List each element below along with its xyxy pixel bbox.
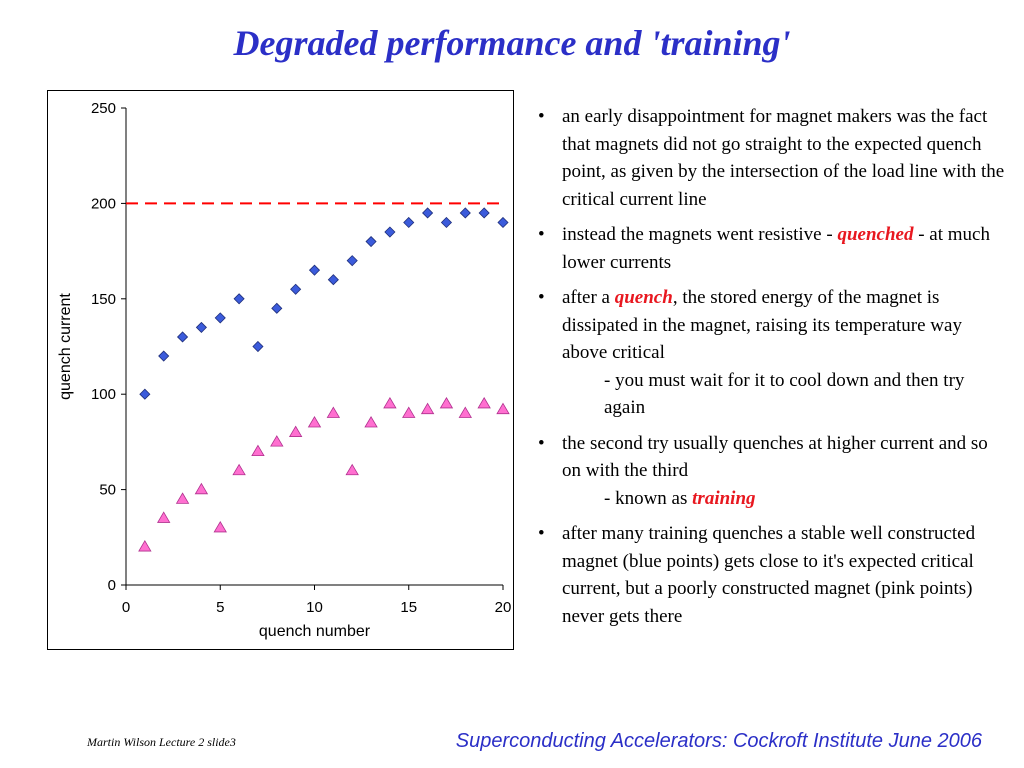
bullet-text: - at much lower currents [562,224,990,273]
bullet-dot: • [538,287,545,308]
blue-data-point [233,293,245,305]
emphasis-training: training [692,487,756,509]
bullet-text: the second try usually quenches at highe… [562,432,988,482]
pink-data-point [326,406,341,418]
pink-data-point [213,520,227,533]
pink-data-point [232,463,246,476]
bullet-text: after a [562,287,615,308]
y-tick-label: 50 [99,482,116,499]
bullet-dot: • [538,432,545,454]
blue-data-point [403,216,415,229]
blue-data-point [365,235,377,248]
pink-data-point [194,482,209,495]
bullet-text: after many training quenches a stable we… [562,523,976,627]
blue-data-point [252,340,264,353]
emphasis-quench: quench [614,287,673,308]
chart-frame: 0 50 100 150 200 250 0 5 10 15 20 quench number quen… [47,90,514,650]
y-tick-label: 250 [91,100,116,117]
slide-title: Degraded performance and 'training' [233,23,791,63]
y-tick-label: 150 [91,291,116,308]
x-tick-label: 15 [400,599,417,616]
blue-data-point [478,207,490,219]
pink-data-point [364,416,378,428]
blue-data-point [176,331,189,343]
y-tick-label: 100 [91,386,116,403]
emphasis-quenched: quenched [837,224,914,245]
blue-data-point [422,207,434,219]
pink-data-point [157,511,171,523]
pink-data-point [477,396,491,409]
blue-data-point [459,207,471,219]
y-tick-label: 200 [91,195,116,212]
bullet-subtext: - known as training [562,485,1006,513]
pink-data-point [496,402,510,415]
bullet-item-3: • after a quench, the stored energy of t… [536,284,1006,422]
pink-data-point [345,463,359,476]
blue-data-point [327,274,339,286]
x-tick-label: 20 [495,599,512,616]
footer-course: Superconducting Accelerators: Cockroft I… [455,730,982,752]
blue-data-point [346,255,358,267]
pink-data-point [458,406,472,418]
bullet-dot: • [538,523,545,544]
scatter-chart: 0 50 100 150 200 250 0 5 10 15 20 quench number quen… [57,100,512,640]
bullet-subtext: - you must wait for it to cool down and … [604,369,965,419]
blue-data-point [308,264,321,276]
y-axis-title: quench current [57,293,74,400]
x-tick-label: 0 [122,599,130,616]
pink-data-point [288,425,303,437]
blue-data-point [497,216,509,229]
blue-data-point [195,321,207,333]
bullet-dot: • [538,224,545,245]
pink-data-point [270,435,284,447]
x-axis-title: quench number [259,623,371,640]
pink-data-point [175,492,190,504]
blue-data-point [214,312,226,324]
pink-data-point [251,444,265,457]
x-tick-label: 5 [216,599,224,616]
blue-data-point [440,216,453,229]
bullet-text: an early disappointment for magnet maker… [562,106,1005,210]
bullet-text: instead the magnets went resistive - [562,224,838,245]
pink-data-point [439,396,454,409]
y-tick-label: 0 [108,577,116,594]
blue-data-point [290,283,302,295]
pink-data-point [307,416,322,428]
bullet-item-2: • instead the magnets went resistive - q… [536,221,1006,276]
bullet-text: , the stored energy of the magnet is dis… [562,287,962,363]
pink-data-point [138,540,152,552]
bullet-list: • an early disappointment for magnet mak… [536,103,1006,638]
blue-data-point [139,388,151,400]
x-tick-label: 10 [306,599,323,616]
pink-data-point [383,396,397,409]
bullet-item-4: • the second try usually quenches at hig… [536,430,1006,513]
bullet-item-1: • an early disappointment for magnet mak… [536,103,1006,213]
bullet-item-5: • after many training quenches a stable … [536,520,1006,630]
pink-data-point [402,406,416,418]
bullet-dot: • [538,106,545,127]
blue-data-point [271,302,283,314]
footer-author: Martin Wilson Lecture 2 slide3 [87,735,236,749]
bullet-subtext-prefix: - known as [604,487,693,509]
blue-data-point [384,226,396,238]
blue-data-point [158,350,170,362]
pink-data-point [420,402,435,415]
